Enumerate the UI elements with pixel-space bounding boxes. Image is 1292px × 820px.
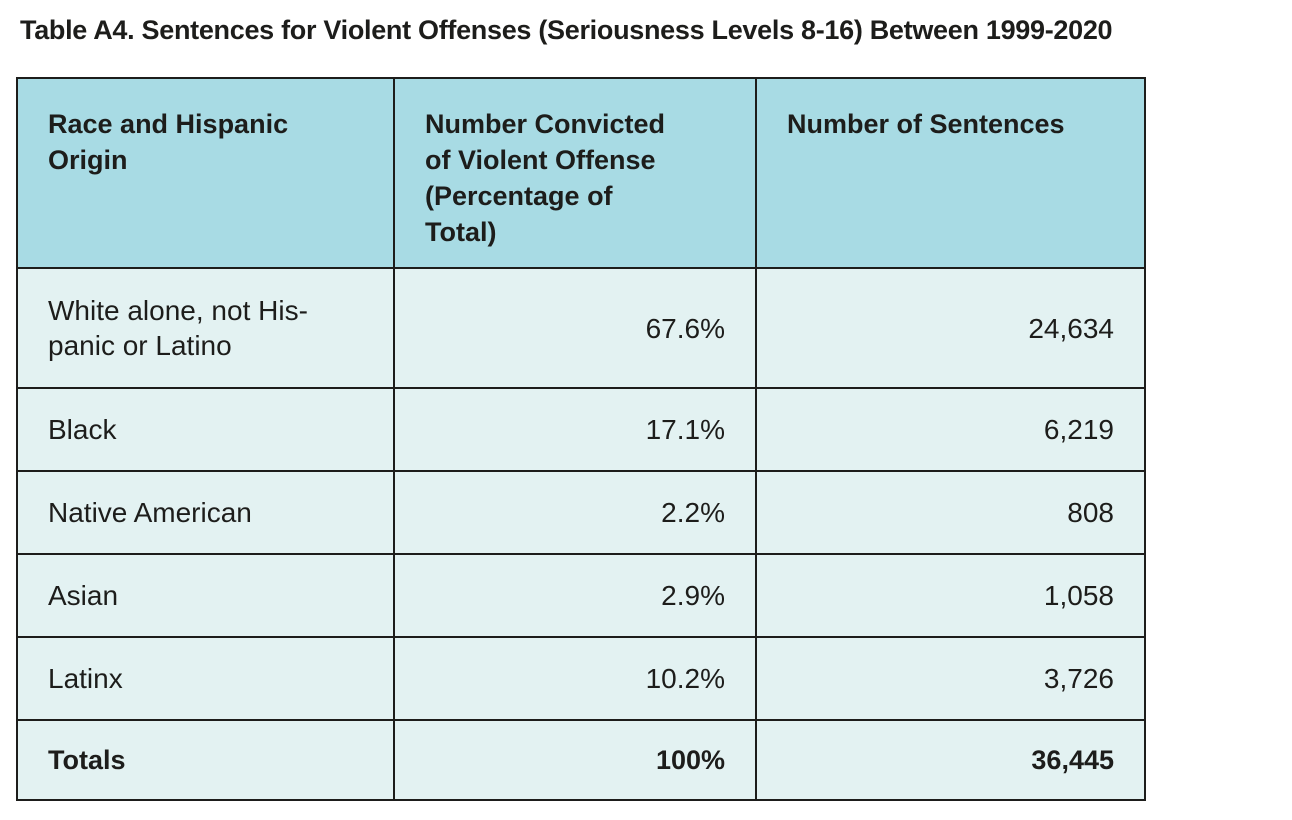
column-header-race: Race and Hispanic Origin (16, 77, 395, 270)
sentences-cell: 808 (755, 470, 1146, 556)
totals-percentage-cell: 100% (393, 719, 757, 802)
race-cell: White alone, not His- panic or Latino (16, 267, 395, 390)
sentences-cell: 1,058 (755, 553, 1146, 639)
percentage-cell: 2.9% (393, 553, 757, 639)
percentage-cell: 2.2% (393, 470, 757, 556)
column-header-sentences: Number of Sentences (755, 77, 1146, 270)
table-title: Table A4. Sentences for Violent Offenses… (20, 15, 1113, 45)
race-cell: Native American (16, 470, 395, 556)
race-cell: Black (16, 387, 395, 473)
table-row: Black 17.1% 6,219 (16, 387, 1146, 473)
table-row: Asian 2.9% 1,058 (16, 553, 1146, 639)
sentences-cell: 3,726 (755, 636, 1146, 722)
table-row: Latinx 10.2% 3,726 (16, 636, 1146, 722)
totals-sentences-cell: 36,445 (755, 719, 1146, 802)
race-cell: Latinx (16, 636, 395, 722)
percentage-cell: 67.6% (393, 267, 757, 390)
percentage-cell: 17.1% (393, 387, 757, 473)
sentences-cell: 24,634 (755, 267, 1146, 390)
race-cell: Asian (16, 553, 395, 639)
header-row: Race and Hispanic Origin Number Convicte… (16, 77, 1146, 270)
column-header-convicted-pct: Number Convicted of Violent Offense (Per… (393, 77, 757, 270)
sentences-table: Race and Hispanic Origin Number Convicte… (16, 77, 1146, 802)
sentences-cell: 6,219 (755, 387, 1146, 473)
table-row: Native American 2.2% 808 (16, 470, 1146, 556)
table-row: White alone, not His- panic or Latino 67… (16, 267, 1146, 390)
percentage-cell: 10.2% (393, 636, 757, 722)
totals-row: Totals 100% 36,445 (16, 719, 1146, 802)
totals-label-cell: Totals (16, 719, 395, 802)
